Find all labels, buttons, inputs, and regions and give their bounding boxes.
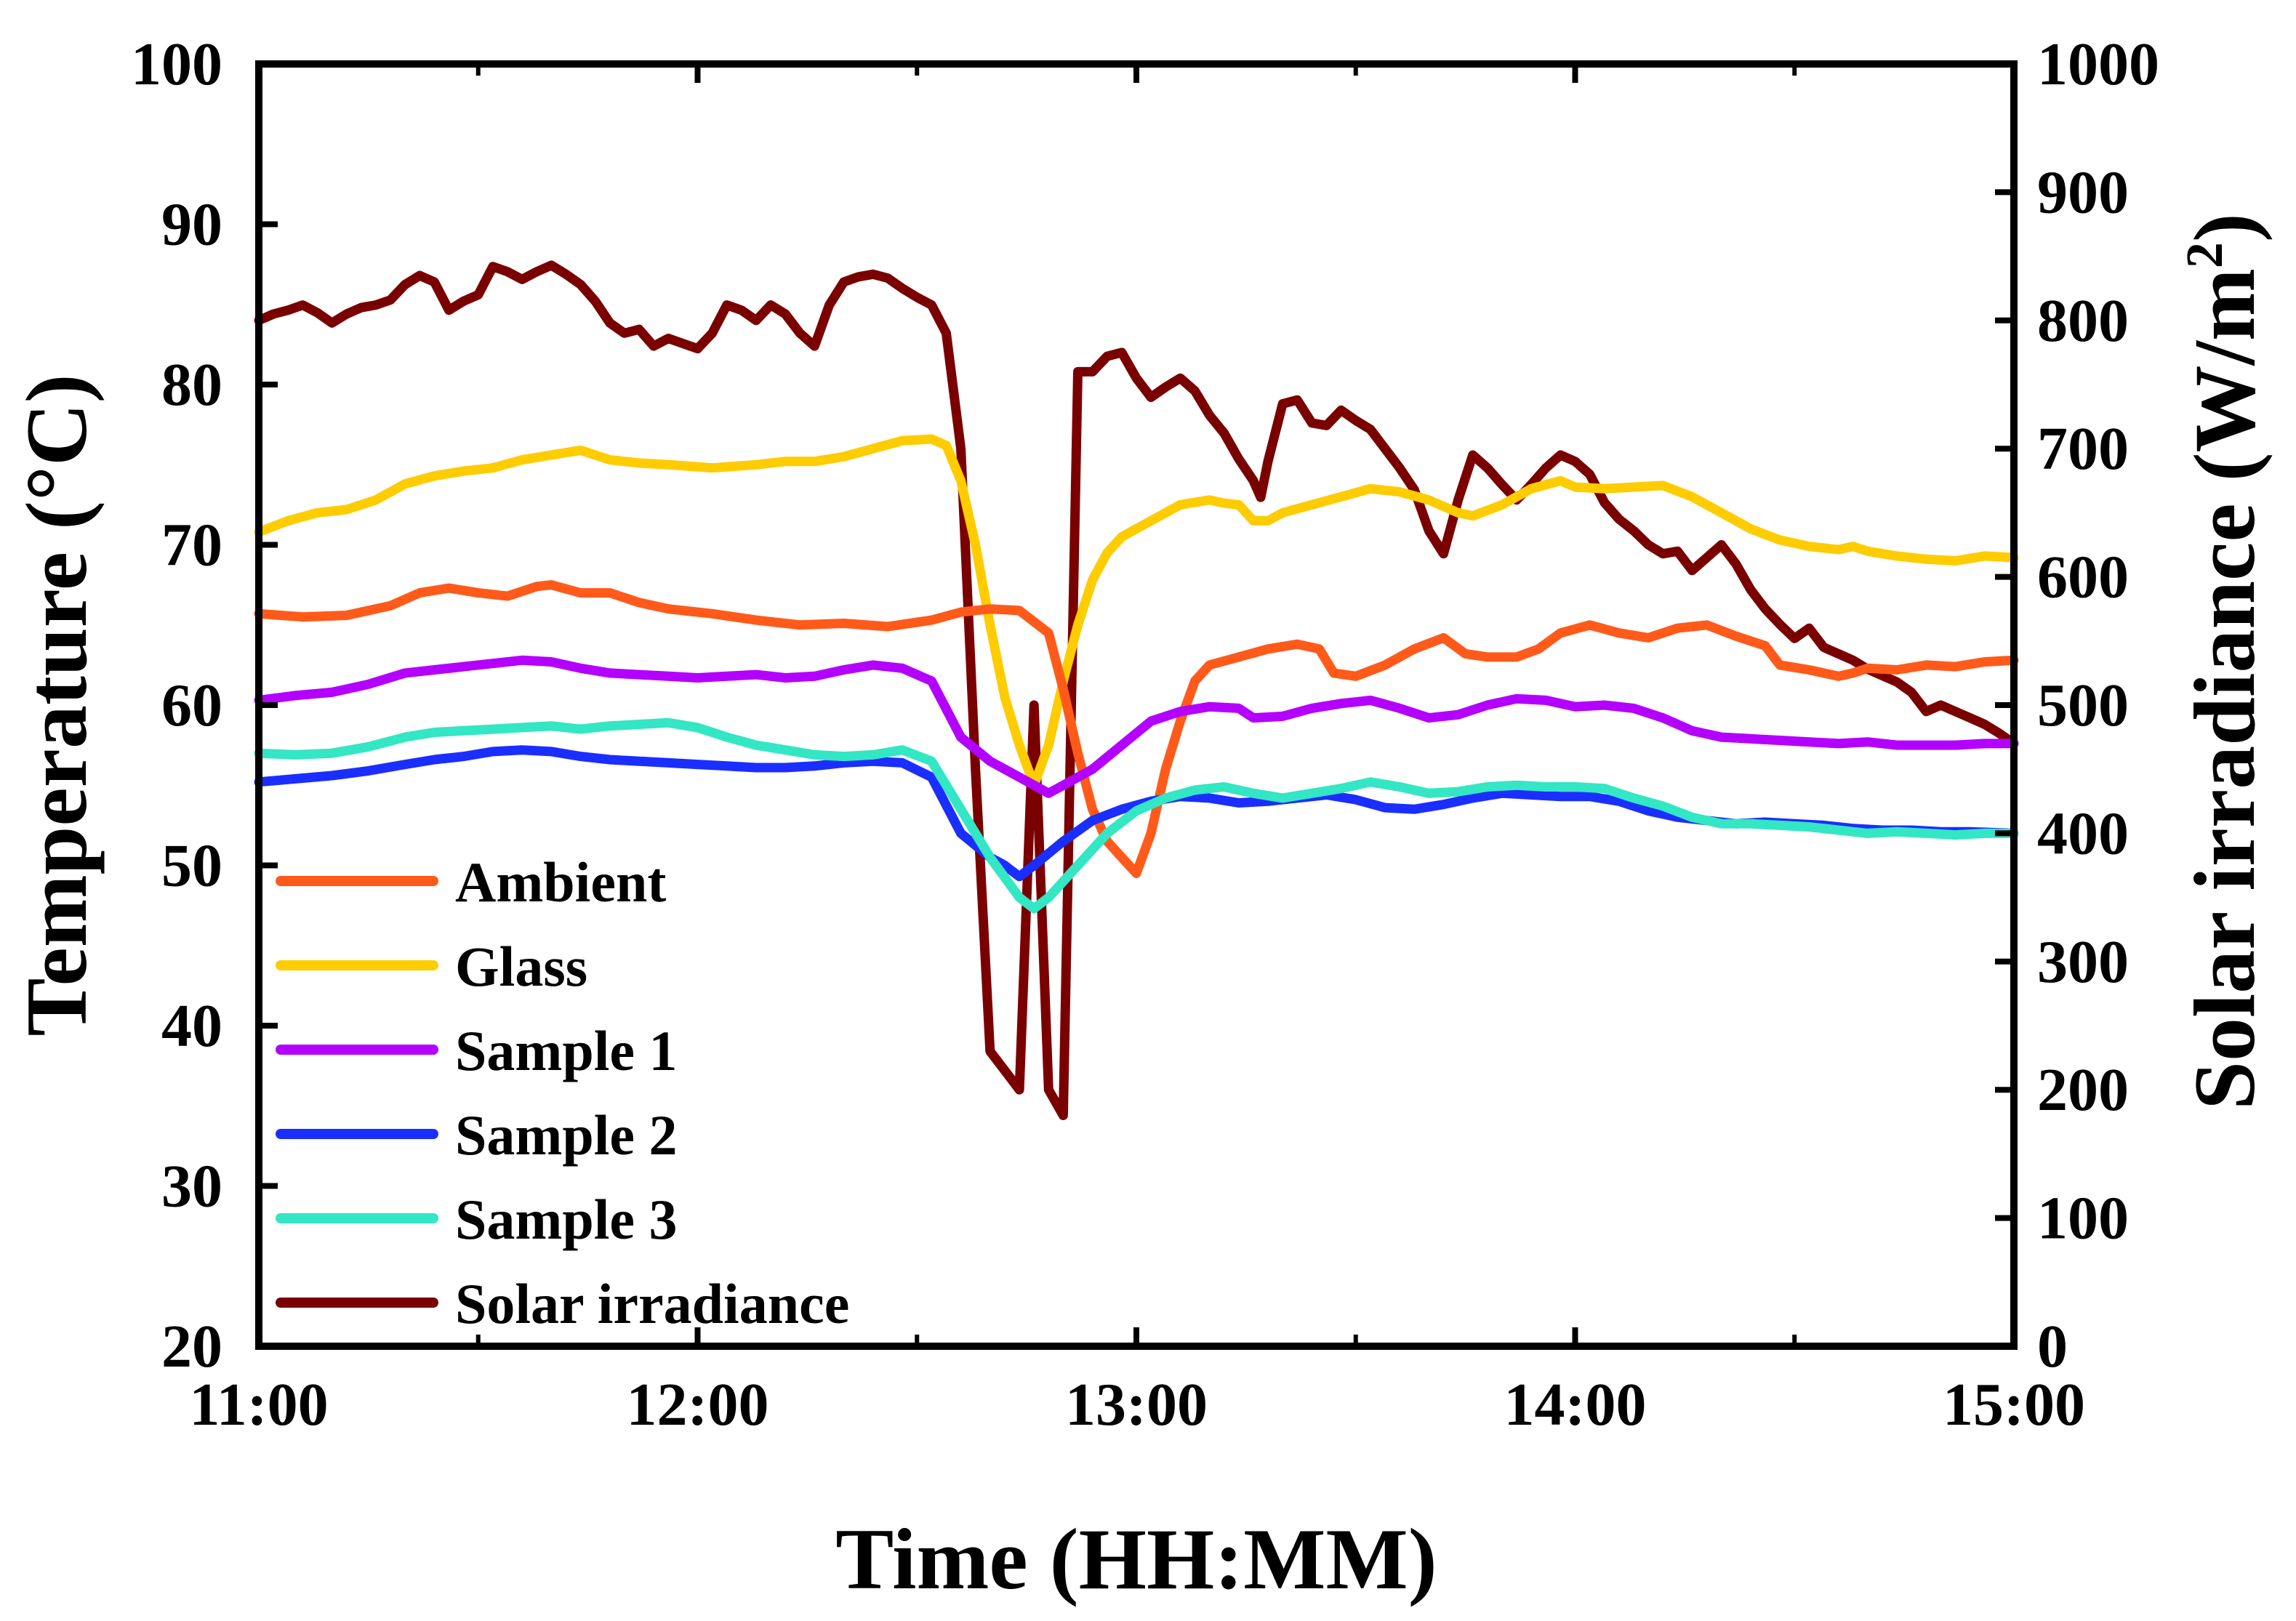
y-right-tick-label: 600 xyxy=(2037,544,2129,611)
legend-label-ambient: Ambient xyxy=(455,850,666,914)
x-tick-label: 15:00 xyxy=(1943,1371,2085,1439)
legend: Ambient Glass Sample 1 Sample 2 Sample 3 Sola… xyxy=(276,850,849,1335)
x-tick-label: 11:00 xyxy=(189,1371,328,1439)
y-right-tick-label: 300 xyxy=(2037,928,2129,996)
y-right-tick-label: 700 xyxy=(2037,415,2129,483)
tick-labels: 11:00 12:00 13:00 14:00 15:00 20 30 40 50 60 70 80 9… xyxy=(131,31,2159,1439)
x-tick-label: 14:00 xyxy=(1504,1371,1647,1439)
y-right-tick-label: 900 xyxy=(2037,158,2129,226)
y-right-title-close: ) xyxy=(2176,213,2273,242)
x-tick-label: 12:00 xyxy=(627,1371,769,1439)
series-line-sample-3 xyxy=(254,717,2019,914)
ticks-layer xyxy=(256,61,2017,1349)
y-left-tick-label: 50 xyxy=(161,832,222,900)
y-right-title-superscript: 2 xyxy=(2175,242,2233,268)
y-left-tick-label: 60 xyxy=(161,672,222,739)
x-tick-label: 13:00 xyxy=(1065,1371,1208,1439)
y-left-tick-label: 90 xyxy=(161,191,222,259)
y-right-axis-title: Solar irradiance (W/m2) xyxy=(2175,213,2273,1110)
series-line-glass xyxy=(254,434,2019,790)
y-left-tick-label: 70 xyxy=(161,512,222,579)
y-left-tick-label: 20 xyxy=(161,1313,222,1380)
y-left-tick-label: 80 xyxy=(161,351,222,419)
y-left-tick-label: 30 xyxy=(161,1153,222,1220)
legend-label-sample-2: Sample 2 xyxy=(455,1103,678,1167)
y-left-tick-label: 100 xyxy=(131,31,222,98)
series-line-sample-1 xyxy=(254,655,2019,798)
series-line-solar-irradiance xyxy=(254,260,2019,1120)
y-right-tick-label: 0 xyxy=(2037,1313,2068,1380)
legend-label-glass: Glass xyxy=(455,935,587,998)
legend-label-sample-1: Sample 1 xyxy=(455,1019,678,1082)
legend-label-sample-3: Sample 3 xyxy=(455,1188,678,1251)
x-axis-title: Time (HH:MM) xyxy=(835,1511,1437,1607)
series-line-ambient xyxy=(254,580,2019,878)
y-right-tick-label: 200 xyxy=(2037,1056,2129,1124)
y-right-title-base: Solar irradiance (W/m xyxy=(2176,268,2273,1110)
y-right-tick-label: 100 xyxy=(2037,1185,2129,1252)
y-left-tick-label: 40 xyxy=(161,992,222,1060)
y-right-tick-label: 500 xyxy=(2037,672,2129,739)
y-right-tick-label: 1000 xyxy=(2037,31,2159,98)
legend-label-solar-irradiance: Solar irradiance xyxy=(455,1272,849,1335)
y-right-tick-label: 800 xyxy=(2037,287,2129,355)
y-left-axis-title: Temperature (°C) xyxy=(8,374,105,1036)
series-layer xyxy=(254,260,2019,1120)
y-right-tick-label: 400 xyxy=(2037,800,2129,867)
